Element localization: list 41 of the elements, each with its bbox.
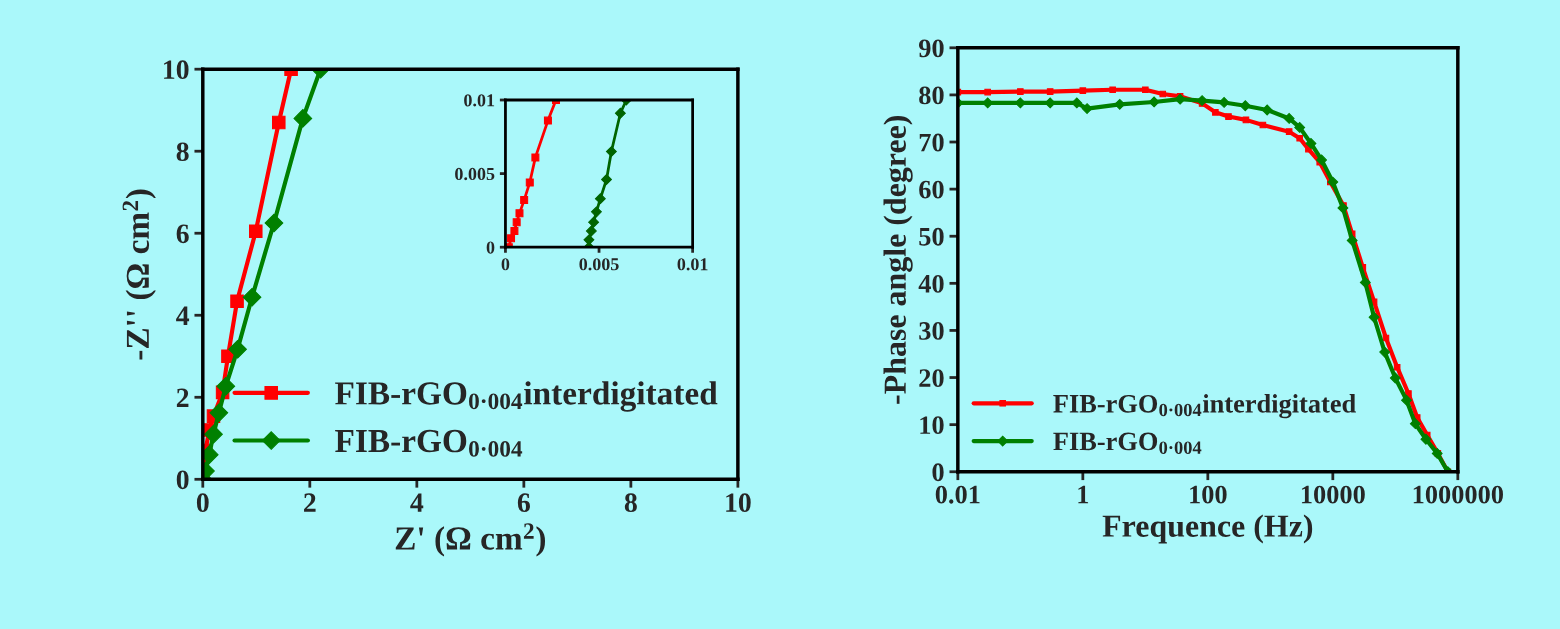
x-tick-label: 0 <box>501 258 510 271</box>
y-tick-label: 70 <box>919 133 944 152</box>
legend-label: FIB-rGO$_{0·004}$ <box>335 429 523 457</box>
y-tick-label: 40 <box>918 274 944 293</box>
y-tick-label: 0 <box>176 470 189 490</box>
y-tick-label: 0 <box>932 463 944 482</box>
legend-label: FIB-rGO$_{0·004}$interdigitated <box>335 381 718 412</box>
y-tick-label: 90 <box>918 39 944 58</box>
x-tick-label: 6 <box>517 493 530 513</box>
y-tick-label: 20 <box>919 369 944 387</box>
x-tick-label: 10000 <box>1301 485 1365 504</box>
y-tick-label: 60 <box>919 180 944 199</box>
y-tick-label: 0.005 <box>455 167 495 181</box>
y-tick-label: 80 <box>919 86 944 105</box>
x-tick-label: 1000000 <box>1413 485 1503 504</box>
x-tick-label: 2 <box>304 493 316 512</box>
legend-label: FIB-rGO$_{0·004}$ <box>1053 432 1202 454</box>
y-tick-label: 8 <box>176 142 189 162</box>
x-tick-label: 0.005 <box>579 258 619 271</box>
x-axis-title: Z' (Ω cm$^{2}$) <box>395 523 546 557</box>
y-axis-title: -Phase angle (degree) <box>883 115 913 404</box>
x-tick-label: 0.01 <box>677 258 708 271</box>
y-tick-label: 2 <box>176 388 189 407</box>
x-axis-title: Frequence (Hz) <box>1102 514 1313 544</box>
y-tick-label: 30 <box>919 322 944 340</box>
x-tick-label: 100 <box>1190 485 1227 504</box>
y-tick-label: 50 <box>919 227 944 246</box>
legend-label: FIB-rGO$_{0·004}$interdigitated <box>1053 394 1356 419</box>
y-tick-label: 10 <box>164 60 189 80</box>
y-tick-label: 0.01 <box>464 94 495 107</box>
y-tick-label: 6 <box>176 224 189 244</box>
y-tick-label: 10 <box>920 416 944 435</box>
x-tick-label: 4 <box>410 493 424 512</box>
x-tick-label: 8 <box>624 493 637 513</box>
x-tick-label: 0.01 <box>935 485 980 504</box>
x-tick-label: 10 <box>726 493 751 513</box>
x-tick-label: 1 <box>1078 485 1089 504</box>
y-axis-title: -Z'' (Ω cm$^{2}$) <box>122 189 156 360</box>
y-tick-label: 4 <box>176 306 190 325</box>
y-tick-label: 0 <box>486 241 495 254</box>
x-tick-label: 0 <box>196 493 209 513</box>
